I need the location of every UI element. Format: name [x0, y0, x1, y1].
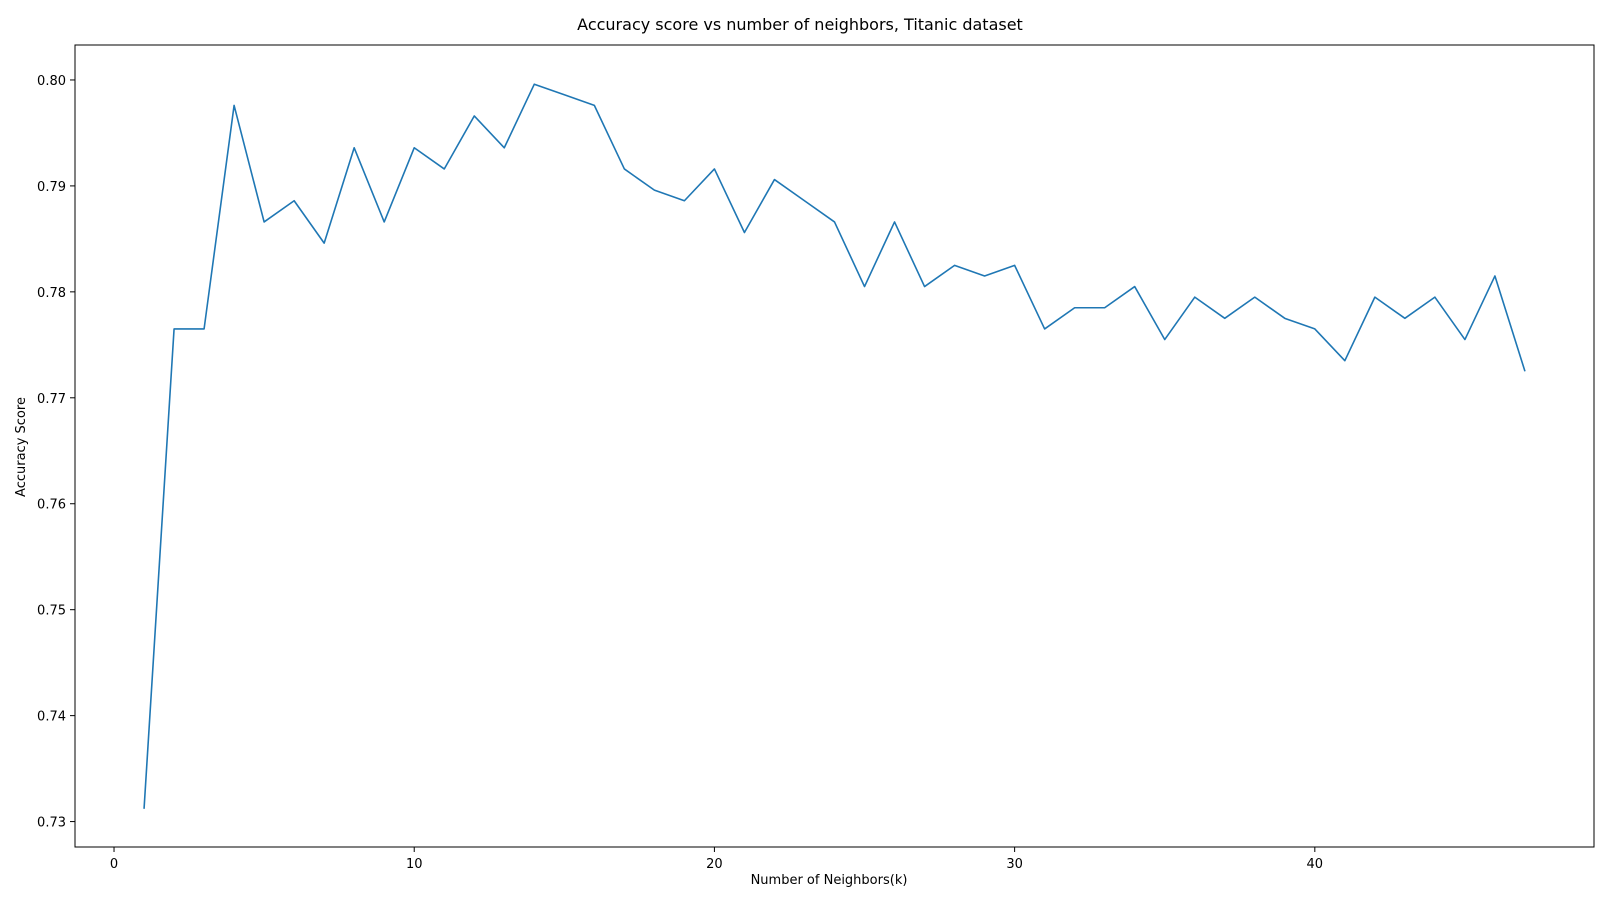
x-axis-label: Number of Neighbors(k): [751, 873, 908, 888]
x-tick-label: 10: [406, 857, 423, 872]
y-axis-label: Accuracy Score: [14, 397, 29, 497]
series-layer: [143, 83, 1526, 809]
y-axis: 0.73 0.74 0.75 0.76 0.77 0.78 0.79 0.80: [37, 74, 75, 831]
series-line: [143, 83, 1526, 809]
y-tick-label: 0.80: [37, 74, 66, 89]
x-tick-label: 20: [706, 857, 723, 872]
plot-frame: [74, 44, 1595, 848]
y-tick-label: 0.77: [37, 392, 66, 407]
y-tick-label: 0.74: [37, 710, 66, 725]
x-tick-label: 40: [1307, 857, 1324, 872]
x-tick-label: 0: [110, 857, 118, 872]
y-tick-label: 0.73: [37, 816, 66, 831]
chart-title: Accuracy score vs number of neighbors, T…: [577, 15, 1023, 34]
y-tick-label: 0.78: [37, 286, 66, 301]
x-tick-label: 30: [1006, 857, 1023, 872]
y-tick-label: 0.75: [37, 604, 66, 619]
y-tick-label: 0.79: [37, 180, 66, 195]
y-tick-label: 0.76: [37, 498, 66, 513]
x-axis: 0 10 20 30 40: [110, 847, 1323, 872]
